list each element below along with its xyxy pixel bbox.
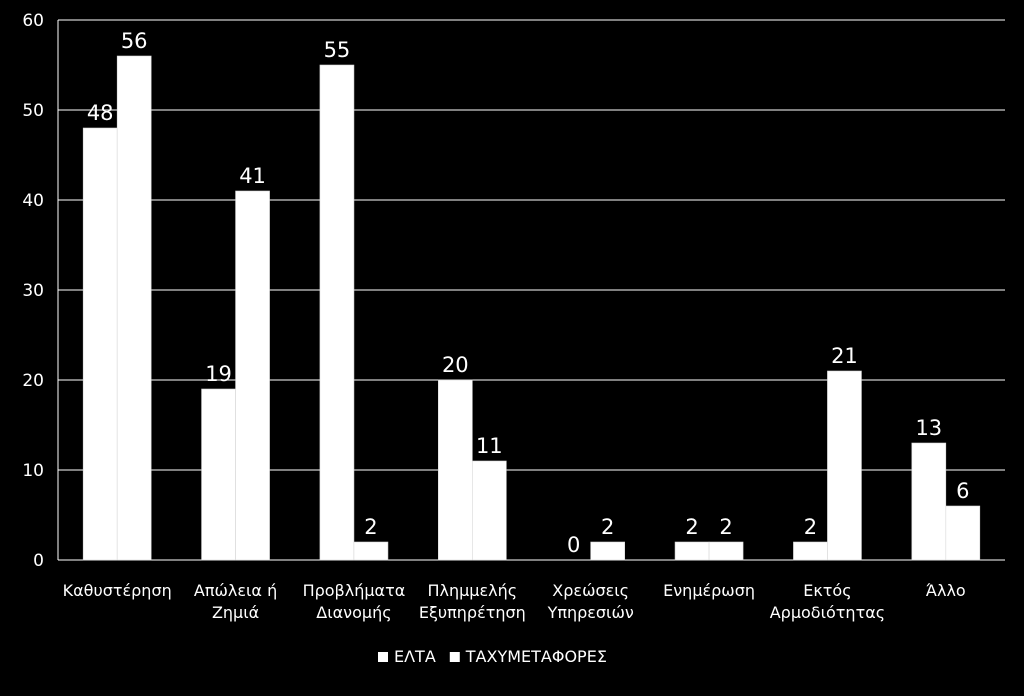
category-label: Πλημμελής	[427, 581, 517, 600]
bar-series1	[319, 64, 355, 561]
data-label: 21	[831, 344, 858, 368]
bar-series1	[674, 541, 710, 561]
category-label: Χρεώσεις	[552, 581, 629, 600]
y-tick-label: 60	[22, 11, 44, 31]
data-label: 2	[804, 515, 817, 539]
category-label: Αρμοδιότητας	[770, 603, 885, 622]
grid-lines	[58, 19, 1005, 471]
data-label: 56	[121, 29, 148, 53]
category-label: Διανομής	[316, 603, 391, 622]
y-tick-label: 20	[22, 371, 44, 391]
y-tick-label: 30	[22, 281, 44, 301]
legend-swatch	[449, 652, 460, 662]
data-label: 2	[364, 515, 377, 539]
y-tick-label: 40	[22, 191, 44, 211]
data-label: 48	[87, 101, 114, 125]
data-label: 11	[476, 434, 503, 458]
bar-series1	[793, 541, 828, 561]
category-label: Απώλεια ή	[194, 581, 277, 600]
bar-series2	[945, 505, 981, 561]
bar-series2	[472, 460, 507, 561]
bar-series2	[827, 370, 862, 561]
category-label: Προβλήματα	[303, 581, 406, 600]
y-tick-label: 0	[33, 551, 44, 571]
data-label: 13	[915, 416, 942, 440]
category-label: Εκτός	[803, 581, 851, 600]
category-label: Άλλο	[926, 581, 966, 600]
category-label: Υπηρεσιών	[547, 603, 634, 622]
legend-swatch	[378, 652, 388, 662]
data-label: 2	[685, 515, 698, 539]
y-tick-labels: 0 10 20 30 40 50 60	[22, 11, 44, 571]
category-labels: Καθυστέρηση Απώλεια ή Ζημιά Προβλήματα Διανο…	[63, 581, 966, 622]
legend-label: ΤΑΧΥΜΕΤΑΦΟΡΕΣ	[465, 647, 607, 666]
bars	[82, 55, 981, 561]
bar-series2	[708, 541, 744, 561]
category-label: Εξυπηρέτηση	[419, 603, 526, 622]
data-label: 0	[567, 533, 580, 557]
data-label: 41	[239, 164, 266, 188]
data-label: 20	[442, 353, 469, 377]
bar-series1	[82, 127, 118, 561]
bar-series1	[911, 442, 947, 561]
category-label: Ενημέρωση	[663, 581, 755, 600]
data-label: 2	[719, 515, 732, 539]
bar-series2	[353, 541, 389, 561]
data-label: 55	[324, 38, 351, 62]
category-label: Ζημιά	[212, 603, 259, 622]
data-label: 19	[205, 362, 232, 386]
bar-series2	[235, 190, 270, 561]
y-tick-label: 50	[22, 101, 44, 121]
category-label: Καθυστέρηση	[63, 581, 172, 600]
data-label: 6	[956, 479, 969, 503]
bar-series1	[438, 379, 473, 561]
y-tick-label: 10	[22, 461, 44, 481]
legend: ΕΛΤΑ ΤΑΧΥΜΕΤΑΦΟΡΕΣ	[378, 647, 607, 666]
bar-series2	[590, 541, 625, 561]
bar-series2	[116, 55, 152, 561]
legend-label: ΕΛΤΑ	[394, 647, 436, 666]
bar-series1	[201, 388, 236, 561]
data-label: 2	[601, 515, 614, 539]
